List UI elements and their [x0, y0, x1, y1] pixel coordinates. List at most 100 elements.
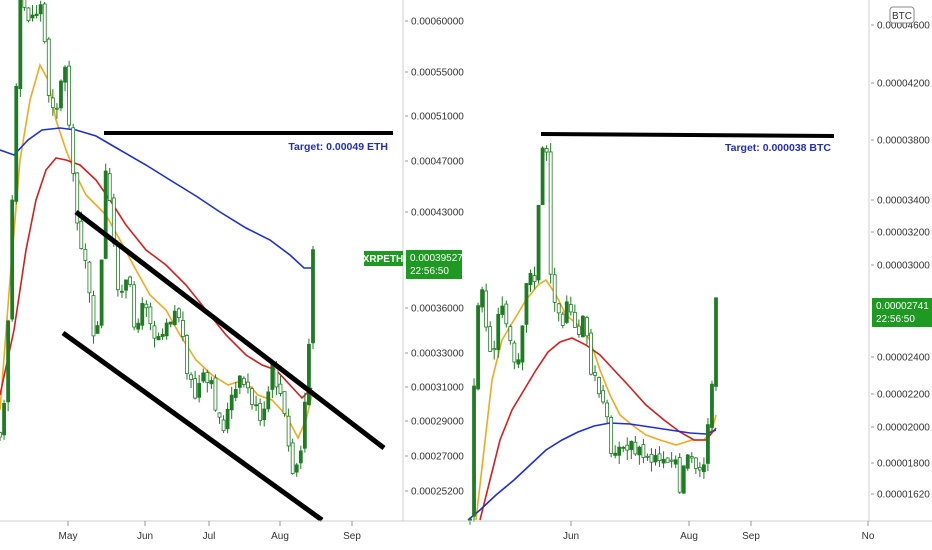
xrpeth-candle-body — [128, 276, 132, 285]
xrpbtc-candle-body — [714, 297, 718, 387]
xrpbtc-countdown: 22:56:50 — [876, 314, 915, 325]
xrpeth-candle-body — [22, 0, 27, 8]
xrpbtc-candle-body — [556, 303, 561, 314]
xrpeth-candle-body — [59, 80, 63, 109]
xrpeth-candle-body — [229, 394, 234, 411]
xrpeth-ma-blue-line — [0, 127, 313, 269]
xrpbtc-candle-body — [649, 453, 654, 463]
xrpbtc-candle-body — [476, 305, 480, 390]
xrpeth-channel-upper-line[interactable] — [74, 210, 386, 450]
xrpeth-candle-body — [111, 197, 116, 244]
xrpbtc-currency-label: BTC — [892, 11, 912, 22]
xrpeth-candle-body — [144, 303, 149, 309]
xrpbtc-candle-body — [625, 444, 630, 451]
xrpbtc-price-tick-label: 0.00001620 — [877, 490, 930, 501]
xrpbtc-currency-badge[interactable]: BTC — [889, 6, 915, 24]
xrpbtc-candle-body — [500, 305, 505, 315]
xrpbtc-price-tick-label: 0.00002000 — [877, 423, 930, 434]
xrpbtc-price-tick-label: 0.00003400 — [877, 196, 930, 207]
xrpbtc-candle-body — [484, 290, 489, 328]
xrpeth-candle-body — [18, 0, 23, 90]
xrpbtc-candle-body — [581, 315, 585, 338]
xrpbtc-candle-body — [520, 325, 525, 363]
xrpeth-candle-body — [71, 127, 76, 174]
xrpeth-symbol-label: XRPETH — [363, 254, 404, 265]
xrpbtc-candle-body — [629, 440, 634, 451]
xrpeth-candle-body — [120, 290, 124, 293]
xrpbtc-candle-body — [653, 455, 658, 463]
xrpbtc-candle-body — [661, 458, 666, 464]
xrpbtc-price-tick-label: 0.00003200 — [877, 228, 930, 239]
xrpeth-candle-body — [87, 261, 92, 294]
xrpeth-candle-body — [42, 3, 47, 43]
xrpeth-candle-body — [10, 199, 15, 320]
xrpbtc-candle-body — [544, 148, 549, 153]
xrpbtc-candle-body — [536, 204, 541, 281]
xrpbtc-candle-body — [605, 402, 610, 418]
xrpbtc-time-tick-label: Sep — [742, 531, 760, 542]
xrpeth-candle-body — [156, 336, 161, 341]
xrpbtc-candle-body — [693, 457, 698, 469]
xrpbtc-candle-body — [552, 274, 557, 303]
xrpeth-candle-body — [26, 7, 31, 22]
xrpeth-candle-body — [14, 85, 19, 202]
xrpeth-candle-body — [83, 249, 88, 261]
xrpbtc-candle-body — [637, 446, 642, 456]
xrpeth-time-axis[interactable]: May Jun Jul Aug Sep — [59, 521, 362, 542]
xrpbtc-candle-body — [560, 313, 565, 326]
xrpeth-candle-body — [160, 334, 165, 337]
xrpbtc-pane[interactable]: Target: 0.000038 BTC — [467, 132, 835, 525]
xrpeth-price-badge: XRPETH 0.00039527 22:56:50 — [363, 250, 463, 279]
xrpeth-candle-body — [55, 107, 59, 110]
xrpbtc-candle-body — [496, 313, 501, 351]
xrpbtc-candles — [468, 143, 718, 525]
xrpeth-candle-body — [209, 380, 214, 385]
xrpeth-candle-body — [0, 432, 2, 438]
xrpeth-candle-body — [193, 378, 198, 399]
xrpeth-candle-body — [246, 381, 250, 389]
xrpbtc-price-axis[interactable]: 0.00004600 0.00004200 0.00003800 0.00003400… — [871, 21, 930, 501]
xrpeth-candle-body — [6, 320, 11, 403]
xrpeth-candle-body — [91, 295, 96, 337]
xrpeth-candle-body — [237, 375, 242, 388]
xrpbtc-candle-body — [589, 332, 593, 375]
xrpeth-price-tick-label: 0.00033000 — [411, 349, 464, 360]
xrpeth-price-tick-label: 0.00060000 — [411, 17, 464, 28]
xrpbtc-candle-body — [504, 303, 509, 325]
xrpbtc-candle-body — [706, 424, 710, 464]
xrpeth-candle-body — [79, 220, 84, 250]
xrpeth-candle-body — [63, 66, 67, 83]
xrpbtc-candle-body — [641, 444, 646, 458]
xrpeth-candle-body — [298, 450, 303, 464]
xrpeth-price-axis[interactable]: 0.00060000 0.00055000 0.00051000 0.00047000… — [405, 17, 464, 498]
xrpeth-candle-body — [225, 409, 230, 430]
xrpeth-time-tick-label: Jun — [137, 531, 153, 542]
xrpeth-price-tick-label: 0.00043000 — [411, 208, 464, 219]
xrpbtc-time-tick-label: Aug — [680, 531, 698, 542]
xrpeth-target-annotation: Target: 0.00049 ETH — [288, 141, 388, 153]
xrpeth-candle-body — [205, 372, 210, 384]
xrpbtc-currency-badge-bg — [889, 6, 915, 24]
xrpbtc-candle-body — [585, 317, 589, 337]
xrpbtc-candle-body — [512, 342, 517, 363]
xrpbtc-candle-body — [697, 467, 702, 471]
xrpeth-ma-red-line — [0, 157, 313, 400]
xrpeth-candle-body — [221, 419, 226, 432]
xrpeth-candle-body — [132, 284, 137, 328]
xrpbtc-candle-body — [524, 283, 529, 325]
xrpbtc-time-axis[interactable]: Jun Aug Sep No — [563, 521, 875, 542]
xrpeth-pane[interactable]: Target: 0.00049 ETH — [0, 0, 393, 523]
xrpbtc-candle-body — [677, 457, 682, 493]
xrpbtc-candle-body — [472, 385, 476, 517]
xrpeth-candle-body — [250, 388, 254, 405]
xrpbtc-price-tick-label: 0.00003800 — [877, 136, 930, 147]
xrpbtc-time-tick-label: No — [862, 531, 875, 542]
xrpeth-candle-body — [107, 173, 112, 201]
xrpbtc-target-line[interactable] — [540, 132, 835, 138]
xrpeth-channel-lower-line[interactable] — [61, 330, 324, 523]
xrpeth-price-tick-label: 0.00025200 — [411, 487, 464, 498]
xrpbtc-candle-body — [621, 446, 626, 449]
xrpeth-candle-body — [270, 362, 275, 390]
xrpeth-time-tick-label: Aug — [271, 531, 289, 542]
xrpeth-candle-body — [185, 335, 189, 375]
